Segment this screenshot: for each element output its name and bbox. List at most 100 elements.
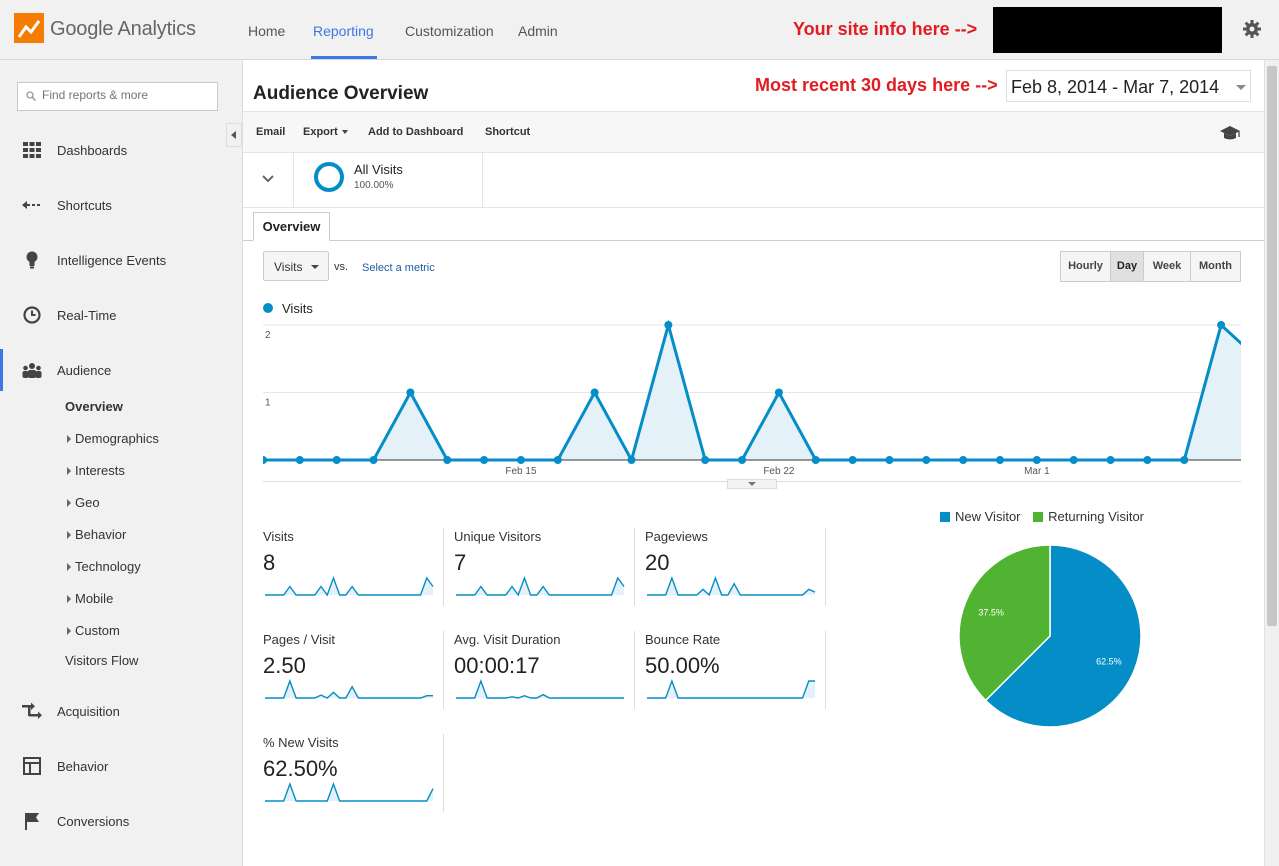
sidebar-sub-geo[interactable]: Geo (67, 495, 100, 510)
period-month-button[interactable]: Month (1190, 251, 1241, 282)
chevron-down-icon (1236, 85, 1246, 90)
data-point[interactable] (885, 456, 894, 464)
sparkline (456, 575, 625, 597)
chart-resize-handle[interactable] (727, 479, 777, 489)
legend-swatch (1033, 512, 1044, 522)
nav-home[interactable]: Home (248, 23, 286, 39)
add-to-dashboard-button[interactable]: Add to Dashboard (368, 126, 464, 138)
metric-card[interactable]: Visits 8 (263, 529, 444, 609)
graduation-cap-icon[interactable] (1219, 124, 1241, 142)
period-hourly-button[interactable]: Hourly (1060, 251, 1111, 282)
date-range-picker[interactable]: Feb 8, 2014 - Mar 7, 2014 (1006, 70, 1251, 102)
app-title[interactable]: Google Analytics (50, 18, 196, 40)
sidebar-sub-custom[interactable]: Custom (67, 623, 120, 638)
visits-line (263, 320, 1241, 464)
data-point[interactable] (332, 456, 341, 464)
email-button[interactable]: Email (256, 126, 286, 138)
data-point[interactable] (295, 456, 304, 464)
metric-card[interactable]: Bounce Rate 50.00% (645, 632, 826, 712)
sidebar-item-label: Acquisition (57, 704, 120, 719)
data-point[interactable] (516, 456, 525, 464)
nav-customization[interactable]: Customization (405, 23, 494, 39)
metric-card[interactable]: % New Visits 62.50% (263, 735, 444, 815)
data-point[interactable] (1217, 321, 1226, 329)
metric-card[interactable]: Unique Visitors 7 (454, 529, 635, 609)
data-point[interactable] (369, 456, 378, 464)
sidebar-sub-overview[interactable]: Overview (65, 399, 123, 414)
visitor-type-pie-chart[interactable]: 62.5% 37.5% (953, 534, 1153, 734)
pie-slice[interactable] (958, 544, 1051, 702)
segment-name[interactable]: All Visits (354, 162, 403, 177)
sidebar-sub-interests[interactable]: Interests (67, 463, 125, 478)
data-point[interactable] (406, 388, 415, 397)
sidebar-item-intelligence-events[interactable]: Intelligence Events (0, 245, 242, 275)
metric-dropdown[interactable]: Visits (263, 251, 329, 281)
sidebar-item-dashboards[interactable]: Dashboards (0, 135, 242, 165)
data-point[interactable] (811, 456, 820, 464)
data-point[interactable] (1143, 456, 1152, 464)
data-point[interactable] (774, 388, 783, 397)
period-week-button[interactable]: Week (1143, 251, 1191, 282)
segment-percentage: 100.00% (354, 180, 394, 191)
data-point[interactable] (848, 456, 857, 464)
collapse-sidebar-button[interactable] (226, 123, 242, 147)
data-point[interactable] (1032, 456, 1041, 464)
chevron-down-icon[interactable] (261, 174, 275, 184)
search-box[interactable] (17, 82, 218, 111)
analytics-logo-icon[interactable] (14, 13, 44, 43)
scrollbar-thumb[interactable] (1267, 66, 1277, 626)
data-point[interactable] (443, 456, 452, 464)
data-point[interactable] (627, 456, 636, 464)
gear-icon[interactable] (1242, 19, 1262, 39)
data-point[interactable] (553, 456, 562, 464)
data-point[interactable] (1069, 456, 1078, 464)
data-point[interactable] (480, 456, 489, 464)
nav-reporting[interactable]: Reporting (313, 23, 374, 39)
select-metric-link[interactable]: Select a metric (362, 262, 435, 274)
sidebar-item-shortcuts[interactable]: Shortcuts (0, 190, 242, 220)
shortcut-button[interactable]: Shortcut (485, 126, 531, 138)
date-range-text: Feb 8, 2014 - Mar 7, 2014 (1011, 77, 1220, 97)
sidebar-item-audience[interactable]: Audience (0, 355, 242, 385)
sidebar-item-conversions[interactable]: Conversions (0, 806, 242, 836)
sidebar-item-real-time[interactable]: Real-Time (0, 300, 242, 330)
data-point[interactable] (922, 456, 931, 464)
metric-value: 2.50 (263, 653, 306, 678)
data-point[interactable] (664, 321, 673, 329)
sidebar-sub-mobile[interactable]: Mobile (67, 591, 113, 606)
scrollbar[interactable] (1264, 60, 1279, 866)
sidebar-item-acquisition[interactable]: Acquisition (0, 696, 242, 726)
period-day-button[interactable]: Day (1110, 251, 1144, 282)
visits-line-chart[interactable]: 1 2 Feb 15 Feb 22 Mar 1 (263, 320, 1241, 480)
data-point[interactable] (738, 456, 747, 464)
sidebar-sub-demographics[interactable]: Demographics (67, 431, 159, 446)
sidebar-sub-visitors-flow[interactable]: Visitors Flow (65, 653, 139, 668)
data-point[interactable] (263, 456, 267, 464)
data-point[interactable] (959, 456, 968, 464)
search-input[interactable] (42, 88, 212, 102)
metric-value: 8 (263, 550, 276, 575)
tab-overview[interactable]: Overview (253, 212, 330, 241)
pie-slice[interactable] (984, 544, 1142, 728)
data-point[interactable] (996, 456, 1004, 464)
sidebar-item-behavior[interactable]: Behavior (0, 751, 242, 781)
data-point[interactable] (701, 456, 710, 464)
sparkline-line (265, 678, 433, 699)
metric-divider (443, 734, 444, 812)
nav-admin[interactable]: Admin (518, 23, 558, 39)
metric-value: 20 (645, 550, 670, 575)
data-point[interactable] (590, 388, 599, 397)
legend-swatch (263, 303, 273, 313)
export-button[interactable]: Export (303, 126, 348, 138)
sidebar-sub-technology[interactable]: Technology (67, 559, 141, 574)
y-tick-label: 1 (265, 398, 271, 409)
metric-card[interactable]: Pageviews 20 (645, 529, 826, 609)
metric-card[interactable]: Pages / Visit 2.50 (263, 632, 444, 712)
data-point[interactable] (1106, 456, 1115, 464)
data-point[interactable] (1180, 456, 1189, 464)
metric-card[interactable]: Avg. Visit Duration 00:00:17 (454, 632, 635, 712)
sidebar-sub-behavior[interactable]: Behavior (67, 527, 126, 542)
sidebar-item-label: Real-Time (57, 308, 117, 323)
expand-triangle-icon (67, 499, 71, 507)
sparkline-line (456, 575, 625, 597)
